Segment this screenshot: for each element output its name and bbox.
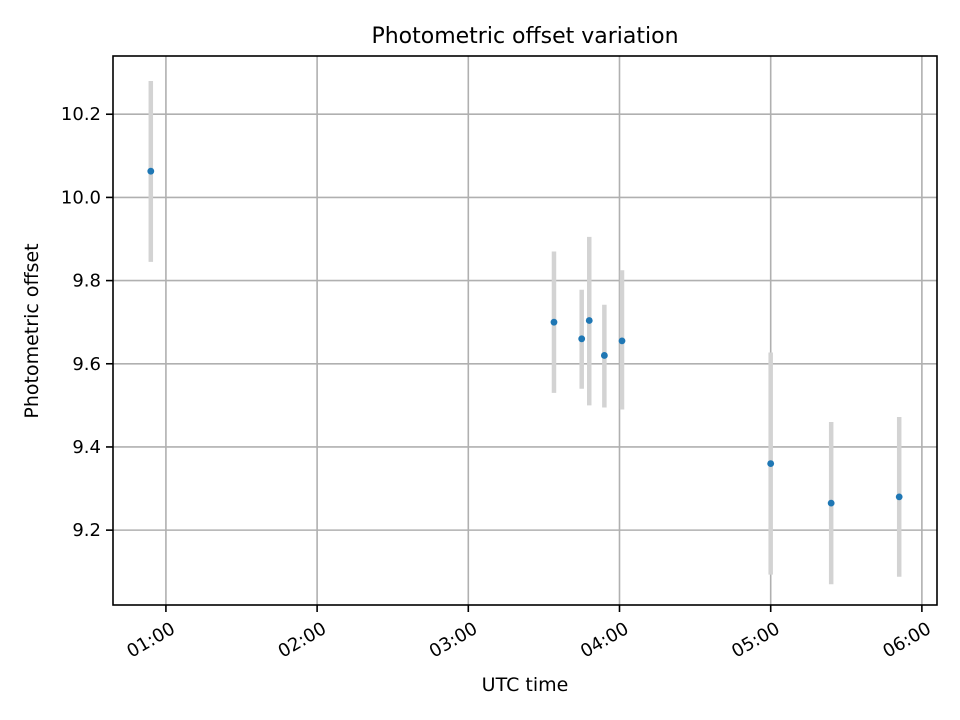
x-tick-label: 01:00 bbox=[123, 618, 178, 662]
data-point bbox=[895, 493, 903, 501]
error-bars bbox=[148, 80, 902, 585]
data-point bbox=[618, 337, 626, 345]
data-point bbox=[578, 335, 586, 343]
y-tick-label: 9.8 bbox=[72, 271, 101, 292]
x-tick-label: 04:00 bbox=[577, 618, 632, 662]
x-tick-label: 02:00 bbox=[275, 618, 330, 662]
data-point bbox=[147, 167, 155, 175]
y-tick-label: 9.2 bbox=[72, 520, 101, 541]
y-tick-label: 9.4 bbox=[72, 437, 101, 458]
chart-title: Photometric offset variation bbox=[371, 24, 678, 49]
data-point bbox=[827, 499, 835, 507]
data-point bbox=[550, 318, 558, 326]
y-axis-ticks: 9.2 9.4 9.6 9.8 10.0 10.2 bbox=[61, 104, 113, 541]
x-tick-label: 06:00 bbox=[879, 618, 934, 662]
data-point bbox=[600, 352, 608, 359]
x-tick-label: 05:00 bbox=[728, 618, 783, 662]
data-point bbox=[585, 317, 593, 324]
y-axis-label: Photometric offset bbox=[21, 243, 43, 418]
y-tick-label: 10.0 bbox=[61, 187, 101, 208]
x-tick-label: 03:00 bbox=[426, 618, 481, 662]
data-point bbox=[767, 460, 775, 467]
x-axis-ticks: 01:00 02:00 03:00 04:00 05:00 06:00 bbox=[123, 605, 935, 662]
data-points bbox=[147, 167, 903, 507]
x-axis-label: UTC time bbox=[482, 674, 569, 696]
plot-frame bbox=[112, 55, 938, 606]
y-tick-label: 10.2 bbox=[61, 104, 101, 125]
y-tick-label: 9.6 bbox=[72, 354, 101, 375]
grid-lines bbox=[113, 56, 937, 605]
